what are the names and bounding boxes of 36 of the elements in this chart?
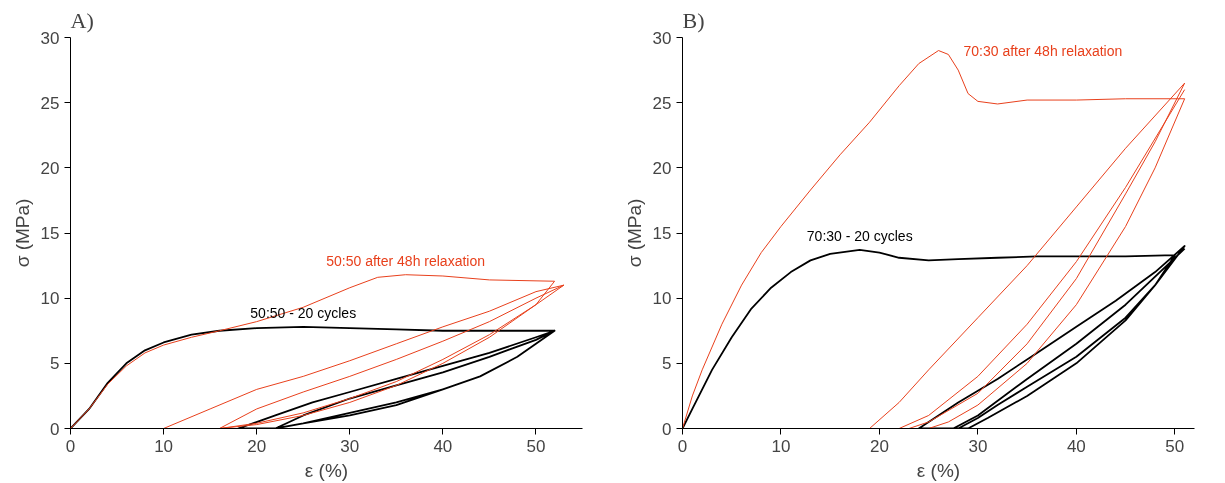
y-tick-label: 10: [652, 289, 672, 309]
x-axis-title: ε (%): [916, 459, 961, 481]
y-tick-label: 30: [652, 28, 672, 48]
series-label: 50:50 after 48h relaxation: [326, 252, 486, 269]
x-tick-label: 10: [771, 436, 791, 456]
y-axis-title: σ (MPa): [623, 198, 645, 268]
y-tick-label: 5: [662, 354, 672, 374]
x-axis-title: ε (%): [304, 459, 349, 481]
x-tick-label: 50: [1165, 436, 1185, 456]
series-label: 70:30 after 48h relaxation: [963, 42, 1123, 59]
y-tick-label: 20: [40, 158, 60, 178]
chart-title: B): [682, 7, 705, 33]
x-tick-label: 50: [526, 436, 546, 456]
x-tick-label: 40: [1066, 436, 1086, 456]
x-tick-label: 40: [433, 436, 453, 456]
y-tick-label: 30: [40, 28, 60, 48]
y-tick-label: 10: [40, 289, 60, 309]
x-tick-label: 0: [677, 436, 688, 456]
x-tick-label: 30: [968, 436, 988, 456]
y-tick-label: 15: [40, 224, 60, 243]
x-tick-label: 20: [869, 436, 889, 456]
y-tick-label: 20: [652, 158, 672, 178]
x-tick-label: 10: [154, 436, 174, 456]
y-tick-label: 0: [662, 419, 672, 439]
chart-title: A): [70, 7, 94, 33]
y-axis-title: σ (MPa): [11, 198, 33, 268]
y-tick-label: 25: [40, 93, 60, 113]
y-tick-label: 0: [50, 419, 60, 439]
y-tick-label: 15: [652, 224, 672, 243]
x-tick-label: 30: [340, 436, 360, 456]
y-tick-label: 25: [652, 93, 672, 113]
series-label: 70:30 - 20 cycles: [806, 227, 913, 244]
series-label: 50:50 - 20 cycles: [250, 304, 357, 321]
x-tick-label: 20: [247, 436, 267, 456]
x-tick-label: 0: [65, 436, 76, 456]
y-tick-label: 5: [50, 354, 60, 374]
